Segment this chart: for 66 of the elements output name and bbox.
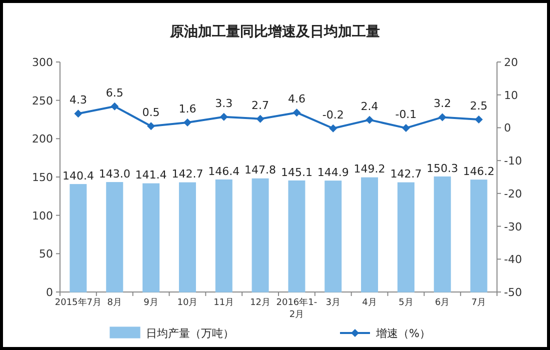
- y2-tick-label: 10: [504, 88, 518, 102]
- data-label: 143.0: [98, 167, 130, 180]
- x-tick-label: 9月: [144, 298, 158, 308]
- data-label: 149.2: [354, 162, 386, 176]
- x-tick-label: 10月: [177, 298, 198, 308]
- x-tick-label: 2015年7月: [54, 297, 102, 308]
- y2-tick-label: -50: [504, 286, 522, 299]
- x-tick-label: 12月: [250, 298, 271, 308]
- point: [366, 116, 374, 124]
- y2-tick-label: -10: [504, 154, 522, 168]
- y-tick-label: 50: [39, 248, 53, 261]
- data-label: 150.3: [426, 162, 458, 175]
- x-tick-label: 11月: [214, 298, 234, 308]
- y2-tick-label: -40: [504, 253, 522, 266]
- data-label: 0.5: [142, 106, 160, 120]
- y-tick-label: 250: [32, 94, 53, 108]
- point: [74, 110, 82, 118]
- data-label: 141.4: [135, 168, 167, 182]
- point: [402, 124, 410, 132]
- data-label: 146.2: [463, 164, 495, 178]
- point: [329, 124, 338, 132]
- data-label: 144.9: [317, 166, 349, 179]
- data-label: 2.4: [360, 100, 378, 113]
- point: [147, 122, 156, 130]
- point: [110, 102, 119, 110]
- data-label: 147.8: [244, 164, 276, 177]
- data-label: 142.7: [390, 168, 422, 181]
- y-tick-label: 0: [46, 286, 53, 299]
- data-label: 1.6: [178, 102, 196, 116]
- x-tick-label: 2016年1-2月: [276, 297, 318, 320]
- data-label: 2.7: [252, 98, 270, 112]
- data-label: 142.7: [172, 168, 204, 181]
- y2-tick-label: -30: [504, 220, 522, 234]
- legend-label: 日均产量（万吨）: [146, 327, 234, 340]
- point: [256, 114, 264, 123]
- y-tick-label: 200: [32, 132, 53, 146]
- data-label: 6.5: [106, 86, 124, 100]
- point: [438, 113, 446, 122]
- data-label: 2.5: [470, 100, 488, 112]
- y-tick-label: 150: [32, 171, 53, 184]
- x-tick-label: 7月: [471, 298, 486, 308]
- data-label: 4.3: [69, 94, 87, 107]
- x-tick-label: 3月: [326, 298, 340, 308]
- y2-tick-label: -20: [504, 187, 522, 200]
- data-label: 145.1: [280, 166, 312, 179]
- x-tick-label: 5月: [398, 298, 414, 308]
- x-tick-label: 6月: [435, 298, 450, 308]
- data-label: 4.6: [288, 92, 306, 106]
- x-tick-label: 8月: [107, 298, 122, 308]
- data-label: -0.1: [395, 108, 417, 122]
- y-tick-label: 300: [32, 56, 53, 69]
- point: [220, 112, 228, 121]
- y-tick-label: 100: [32, 209, 53, 222]
- point: [474, 116, 483, 124]
- data-label: 3.2: [434, 97, 452, 110]
- data-label: 3.3: [215, 96, 233, 110]
- y2-tick-label: 20: [504, 56, 518, 69]
- x-tick-label: 4月: [362, 298, 377, 308]
- point: [183, 118, 192, 126]
- data-label: -0.2: [322, 108, 344, 122]
- data-label: 140.4: [62, 169, 94, 182]
- chart-title: 原油加工量同比增速及日均加工量: [169, 24, 380, 40]
- data-label: 146.4: [208, 164, 240, 178]
- legend-label: 增速（%）: [375, 327, 430, 340]
- y2-tick-label: 0: [504, 122, 511, 135]
- point: [292, 108, 301, 117]
